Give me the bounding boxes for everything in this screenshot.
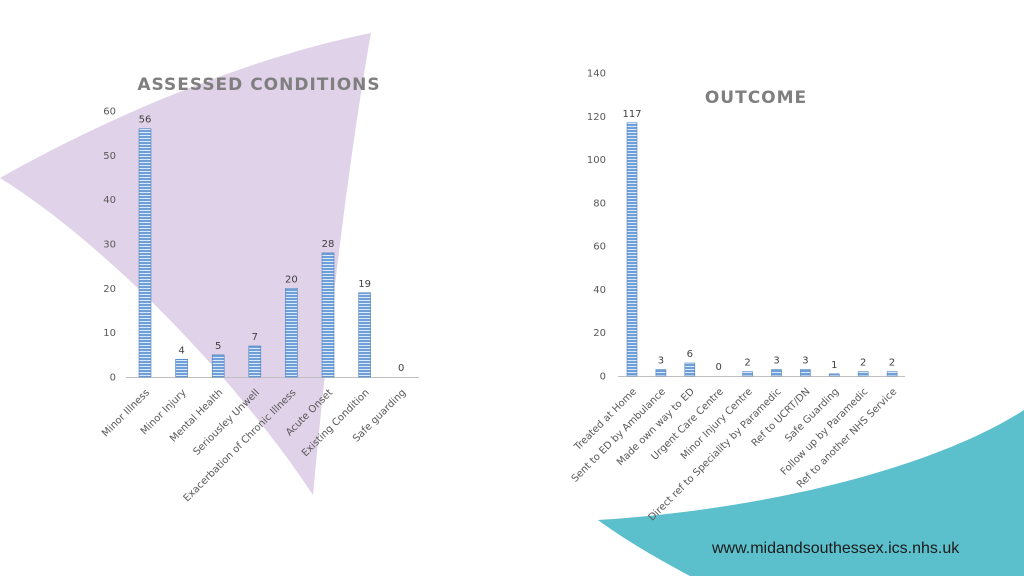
purple-triangle-shape xyxy=(0,33,371,495)
y-tick-label: 20 xyxy=(103,284,116,295)
data-label: 4 xyxy=(178,345,184,356)
y-tick-label: 0 xyxy=(600,372,606,383)
y-tick-label: 80 xyxy=(593,198,606,209)
bar xyxy=(857,371,869,377)
data-label: 5 xyxy=(215,341,221,352)
y-tick-label: 120 xyxy=(587,112,606,123)
data-label: 6 xyxy=(687,349,693,360)
data-label: 0 xyxy=(716,362,722,373)
bar xyxy=(684,362,696,377)
y-tick-label: 30 xyxy=(103,240,116,251)
bar xyxy=(771,369,782,377)
bar xyxy=(285,288,298,378)
bar xyxy=(886,371,898,377)
y-tick-label: 60 xyxy=(103,107,116,118)
bar xyxy=(800,369,811,377)
y-tick-label: 40 xyxy=(103,195,116,206)
y-tick-label: 20 xyxy=(593,328,606,339)
category-label: Direct ref to Speciality by Paramedic xyxy=(647,386,784,523)
y-tick-label: 50 xyxy=(103,151,116,162)
data-label: 2 xyxy=(744,358,750,369)
teal-wave-shape xyxy=(598,410,1024,576)
y-tick-label: 0 xyxy=(110,373,116,384)
bar xyxy=(358,292,371,378)
data-label: 117 xyxy=(622,109,641,120)
y-tick-label: 40 xyxy=(593,285,606,296)
footer-website-url: www.midandsouthessex.ics.nhs.uk xyxy=(712,540,960,557)
bar xyxy=(248,345,262,378)
bar xyxy=(742,371,753,377)
data-label: 3 xyxy=(658,356,664,367)
data-label: 3 xyxy=(802,356,808,367)
bar xyxy=(655,369,667,377)
bar xyxy=(175,358,188,378)
y-tick-label: 10 xyxy=(103,328,116,339)
data-label: 19 xyxy=(358,279,371,290)
chart-title: OUTCOME xyxy=(705,88,807,108)
bar xyxy=(138,128,152,378)
bar xyxy=(828,373,840,377)
data-label: 1 xyxy=(831,360,837,371)
data-label: 28 xyxy=(322,239,335,250)
y-tick-label: 140 xyxy=(587,69,606,80)
bar xyxy=(321,252,335,378)
y-tick-label: 60 xyxy=(593,242,606,253)
bar xyxy=(211,354,225,378)
data-label: 56 xyxy=(139,115,152,126)
chart-title: ASSESSED CONDITIONS xyxy=(137,75,380,95)
data-label: 7 xyxy=(252,332,258,343)
bar xyxy=(626,122,638,377)
y-tick-label: 100 xyxy=(587,155,606,166)
data-label: 2 xyxy=(889,358,895,369)
data-label: 20 xyxy=(285,274,298,285)
data-label: 3 xyxy=(773,356,779,367)
data-label: 0 xyxy=(398,363,404,374)
data-label: 2 xyxy=(860,358,866,369)
